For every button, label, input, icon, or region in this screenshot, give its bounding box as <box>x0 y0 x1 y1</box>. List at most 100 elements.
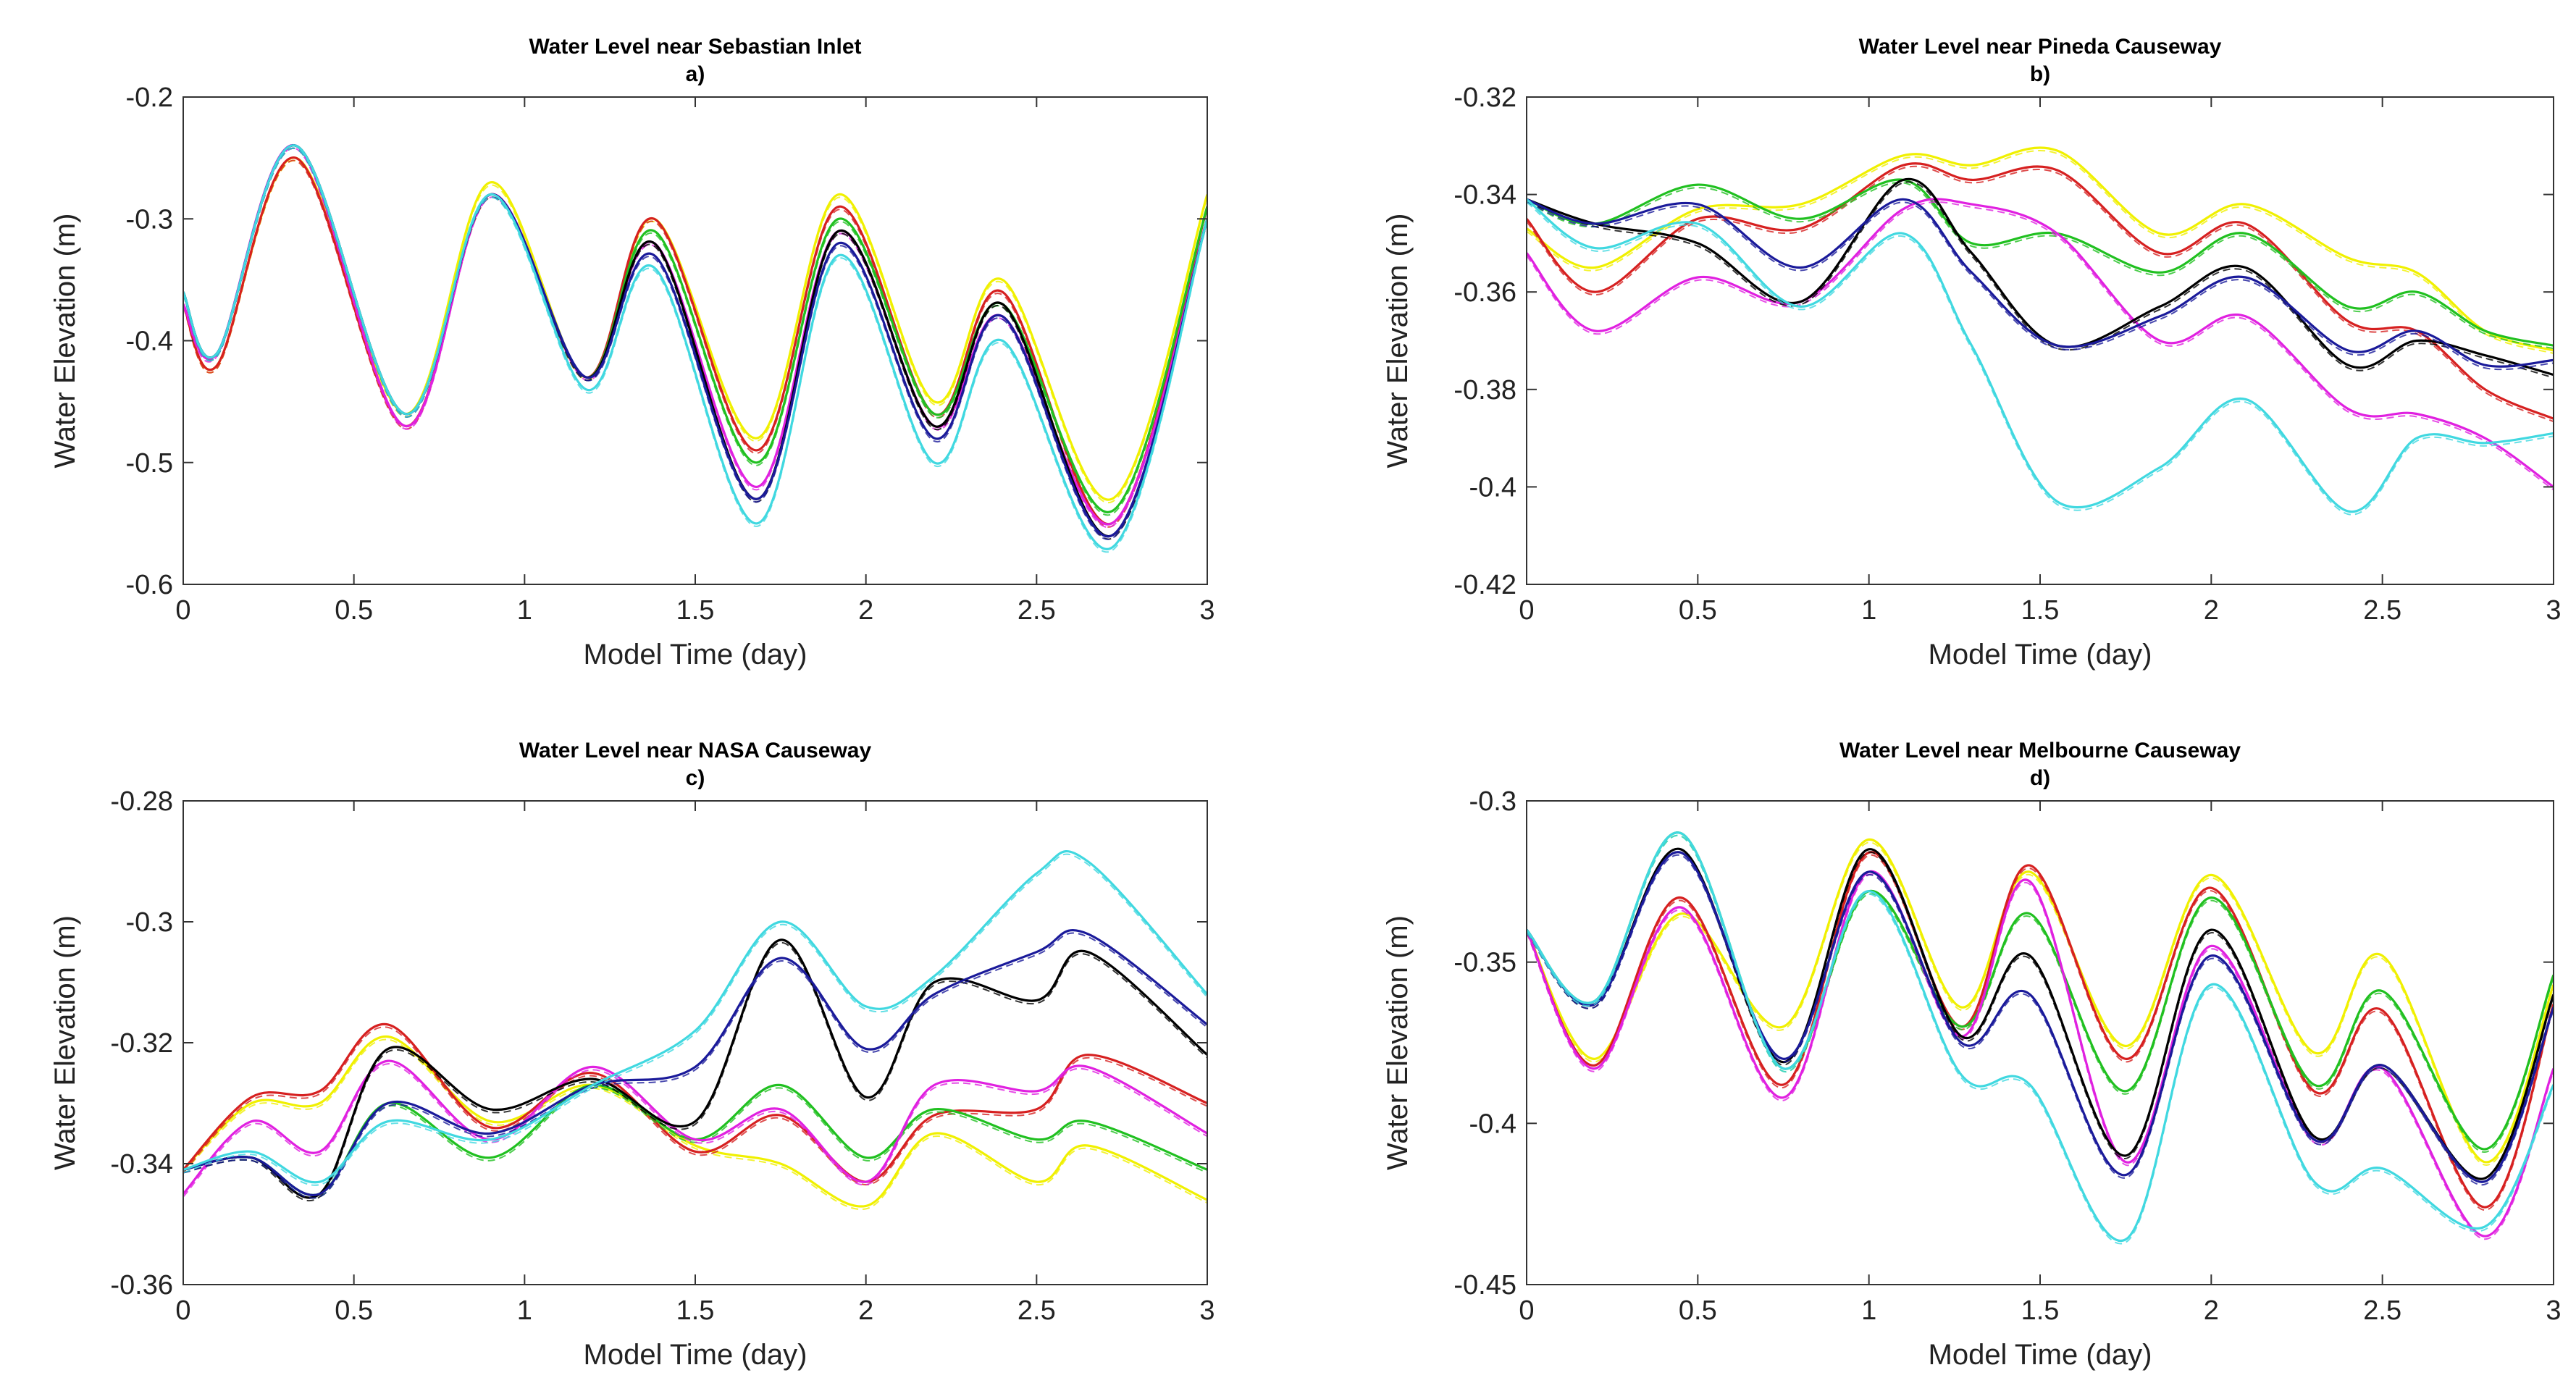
y-axis-label: Water Elevation (m) <box>1382 915 1414 1170</box>
series-line-green <box>183 144 1207 513</box>
y-axis-label: Water Elevation (m) <box>1382 214 1414 469</box>
series-line-yellow <box>1527 838 2554 1164</box>
y-axis-label: Water Elevation (m) <box>49 915 81 1170</box>
series-line-magenta <box>183 144 1207 526</box>
y-tick-label: -0.4 <box>126 327 173 357</box>
x-tick-label: 0 <box>175 595 190 626</box>
x-tick-label: 1 <box>1861 1295 1876 1326</box>
x-tick-label: 0 <box>1519 595 1534 626</box>
x-tick-label: 1 <box>1861 595 1876 626</box>
x-tick-label: 3 <box>2546 595 2561 626</box>
series-line-red <box>183 156 1207 526</box>
x-tick-label: 3 <box>1199 595 1214 626</box>
series-line-navy-dashed <box>1527 201 2554 371</box>
series-line-magenta-dashed <box>1527 873 2554 1240</box>
series-line-yellow-dashed <box>1527 841 2554 1166</box>
series-line-cyan <box>183 144 1207 550</box>
y-tick-label: -0.5 <box>126 448 173 479</box>
y-axis-label: Water Elevation (m) <box>49 214 81 469</box>
x-tick-label: 0 <box>175 1295 190 1326</box>
series-group <box>183 849 1207 1211</box>
series-line-yellow-dashed <box>1527 149 2554 354</box>
y-tick-label: -0.35 <box>1453 948 1516 978</box>
series-line-cyan <box>183 849 1207 1184</box>
series-line-green-dashed <box>1527 182 2554 350</box>
x-tick-label: 1.5 <box>2021 595 2060 626</box>
panel-a: Water Level near Sebastian Inlet a) 0 0.5 1 1… <box>0 0 1288 700</box>
series-line-cyan <box>1527 198 2554 513</box>
x-tick-label: 3 <box>2546 1295 2561 1326</box>
panel-c: Water Level near NASA Causeway c) 0 0.5 1 1.5… <box>0 700 1288 1399</box>
chart-subtitle: a) <box>686 62 705 86</box>
plot-frame <box>1526 96 2554 585</box>
x-tick-label: 0.5 <box>335 1295 373 1326</box>
y-tick-label: -0.32 <box>110 1028 173 1059</box>
series-line-green <box>1527 178 2554 347</box>
y-tick-label: -0.38 <box>1453 375 1516 406</box>
panel-b: Water Level near Pineda Causeway b) 0 0.5 1 1… <box>1288 0 2576 700</box>
series-line-green-dashed <box>183 148 1207 516</box>
series-line-black <box>1527 177 2554 377</box>
plot-frame <box>182 800 1208 1285</box>
y-tick-label: -0.4 <box>1469 1109 1516 1139</box>
series-line-navy <box>1527 198 2554 368</box>
x-tick-label: 0.5 <box>1679 1295 1717 1326</box>
x-tick-label: 1 <box>517 1295 532 1326</box>
y-tick-label: -0.28 <box>110 786 173 817</box>
y-tick-label: -0.3 <box>126 204 173 235</box>
y-tick-label: -0.34 <box>110 1149 173 1180</box>
chart-c: Water Level near NASA Causeway c) 0 0.5 1 1.5… <box>49 739 1215 1371</box>
series-line-magenta-dashed <box>183 1063 1207 1198</box>
y-tick-label: -0.3 <box>1469 786 1516 817</box>
chart-title: Water Level near NASA Causeway <box>519 739 872 762</box>
y-tick-label: -0.2 <box>126 83 173 113</box>
x-axis-label: Model Time (day) <box>584 639 807 671</box>
x-axis-label: Model Time (day) <box>1929 639 2152 671</box>
chart-subtitle: c) <box>686 766 705 790</box>
x-axis-label: Model Time (day) <box>1929 1339 2152 1371</box>
y-tick-label: -0.3 <box>126 907 173 938</box>
series-group <box>1527 831 2554 1245</box>
series-line-magenta-dashed <box>183 147 1207 529</box>
series-line-yellow <box>1527 146 2554 352</box>
y-tick-label: -0.36 <box>1453 277 1516 308</box>
x-tick-label: 2 <box>2204 595 2219 626</box>
series-line-red-dashed <box>1527 854 2554 1211</box>
y-tick-label: -0.32 <box>1453 83 1516 113</box>
x-tick-label: 1 <box>517 595 532 626</box>
series-line-cyan-dashed <box>1527 201 2554 516</box>
x-tick-label: 1.5 <box>676 595 715 626</box>
series-line-black-dashed <box>1527 851 2554 1183</box>
series-line-red <box>183 1022 1207 1183</box>
x-tick-label: 0.5 <box>335 595 373 626</box>
series-line-red-dashed <box>183 1026 1207 1186</box>
x-axis-label: Model Time (day) <box>584 1339 807 1371</box>
chart-a: Water Level near Sebastian Inlet a) 0 0.5 1 1… <box>49 35 1215 671</box>
chart-title: Water Level near Melbourne Causeway <box>1839 739 2241 762</box>
panel-d: Water Level near Melbourne Causeway d) 0 0.… <box>1288 700 2576 1399</box>
series-line-red <box>1527 162 2554 420</box>
chart-subtitle: d) <box>2030 766 2050 790</box>
x-tick-label: 2.5 <box>2363 595 2401 626</box>
series-group <box>1527 146 2554 516</box>
chart-title: Water Level near Sebastian Inlet <box>529 35 861 59</box>
x-tick-label: 2.5 <box>1018 1295 1056 1326</box>
series-line-magenta <box>1527 870 2554 1238</box>
series-line-black <box>183 938 1207 1199</box>
y-tick-label: -0.6 <box>126 570 173 600</box>
series-line-cyan-dashed <box>183 853 1207 1186</box>
series-group <box>183 144 1207 553</box>
chart-d: Water Level near Melbourne Causeway d) 0 0.… <box>1382 739 2562 1371</box>
x-tick-label: 3 <box>1199 1295 1214 1326</box>
series-line-yellow-dashed <box>183 1038 1207 1211</box>
series-line-navy <box>1527 851 2554 1183</box>
series-line-navy <box>183 929 1207 1197</box>
series-line-cyan <box>1527 831 2554 1243</box>
series-line-navy-dashed <box>1527 854 2554 1186</box>
x-tick-label: 2 <box>2204 1295 2219 1326</box>
series-line-magenta <box>1527 198 2554 488</box>
chart-title: Water Level near Pineda Causeway <box>1859 35 2222 59</box>
series-line-yellow <box>183 156 1207 501</box>
series-line-yellow <box>183 1035 1207 1208</box>
x-tick-label: 0.5 <box>1679 595 1717 626</box>
